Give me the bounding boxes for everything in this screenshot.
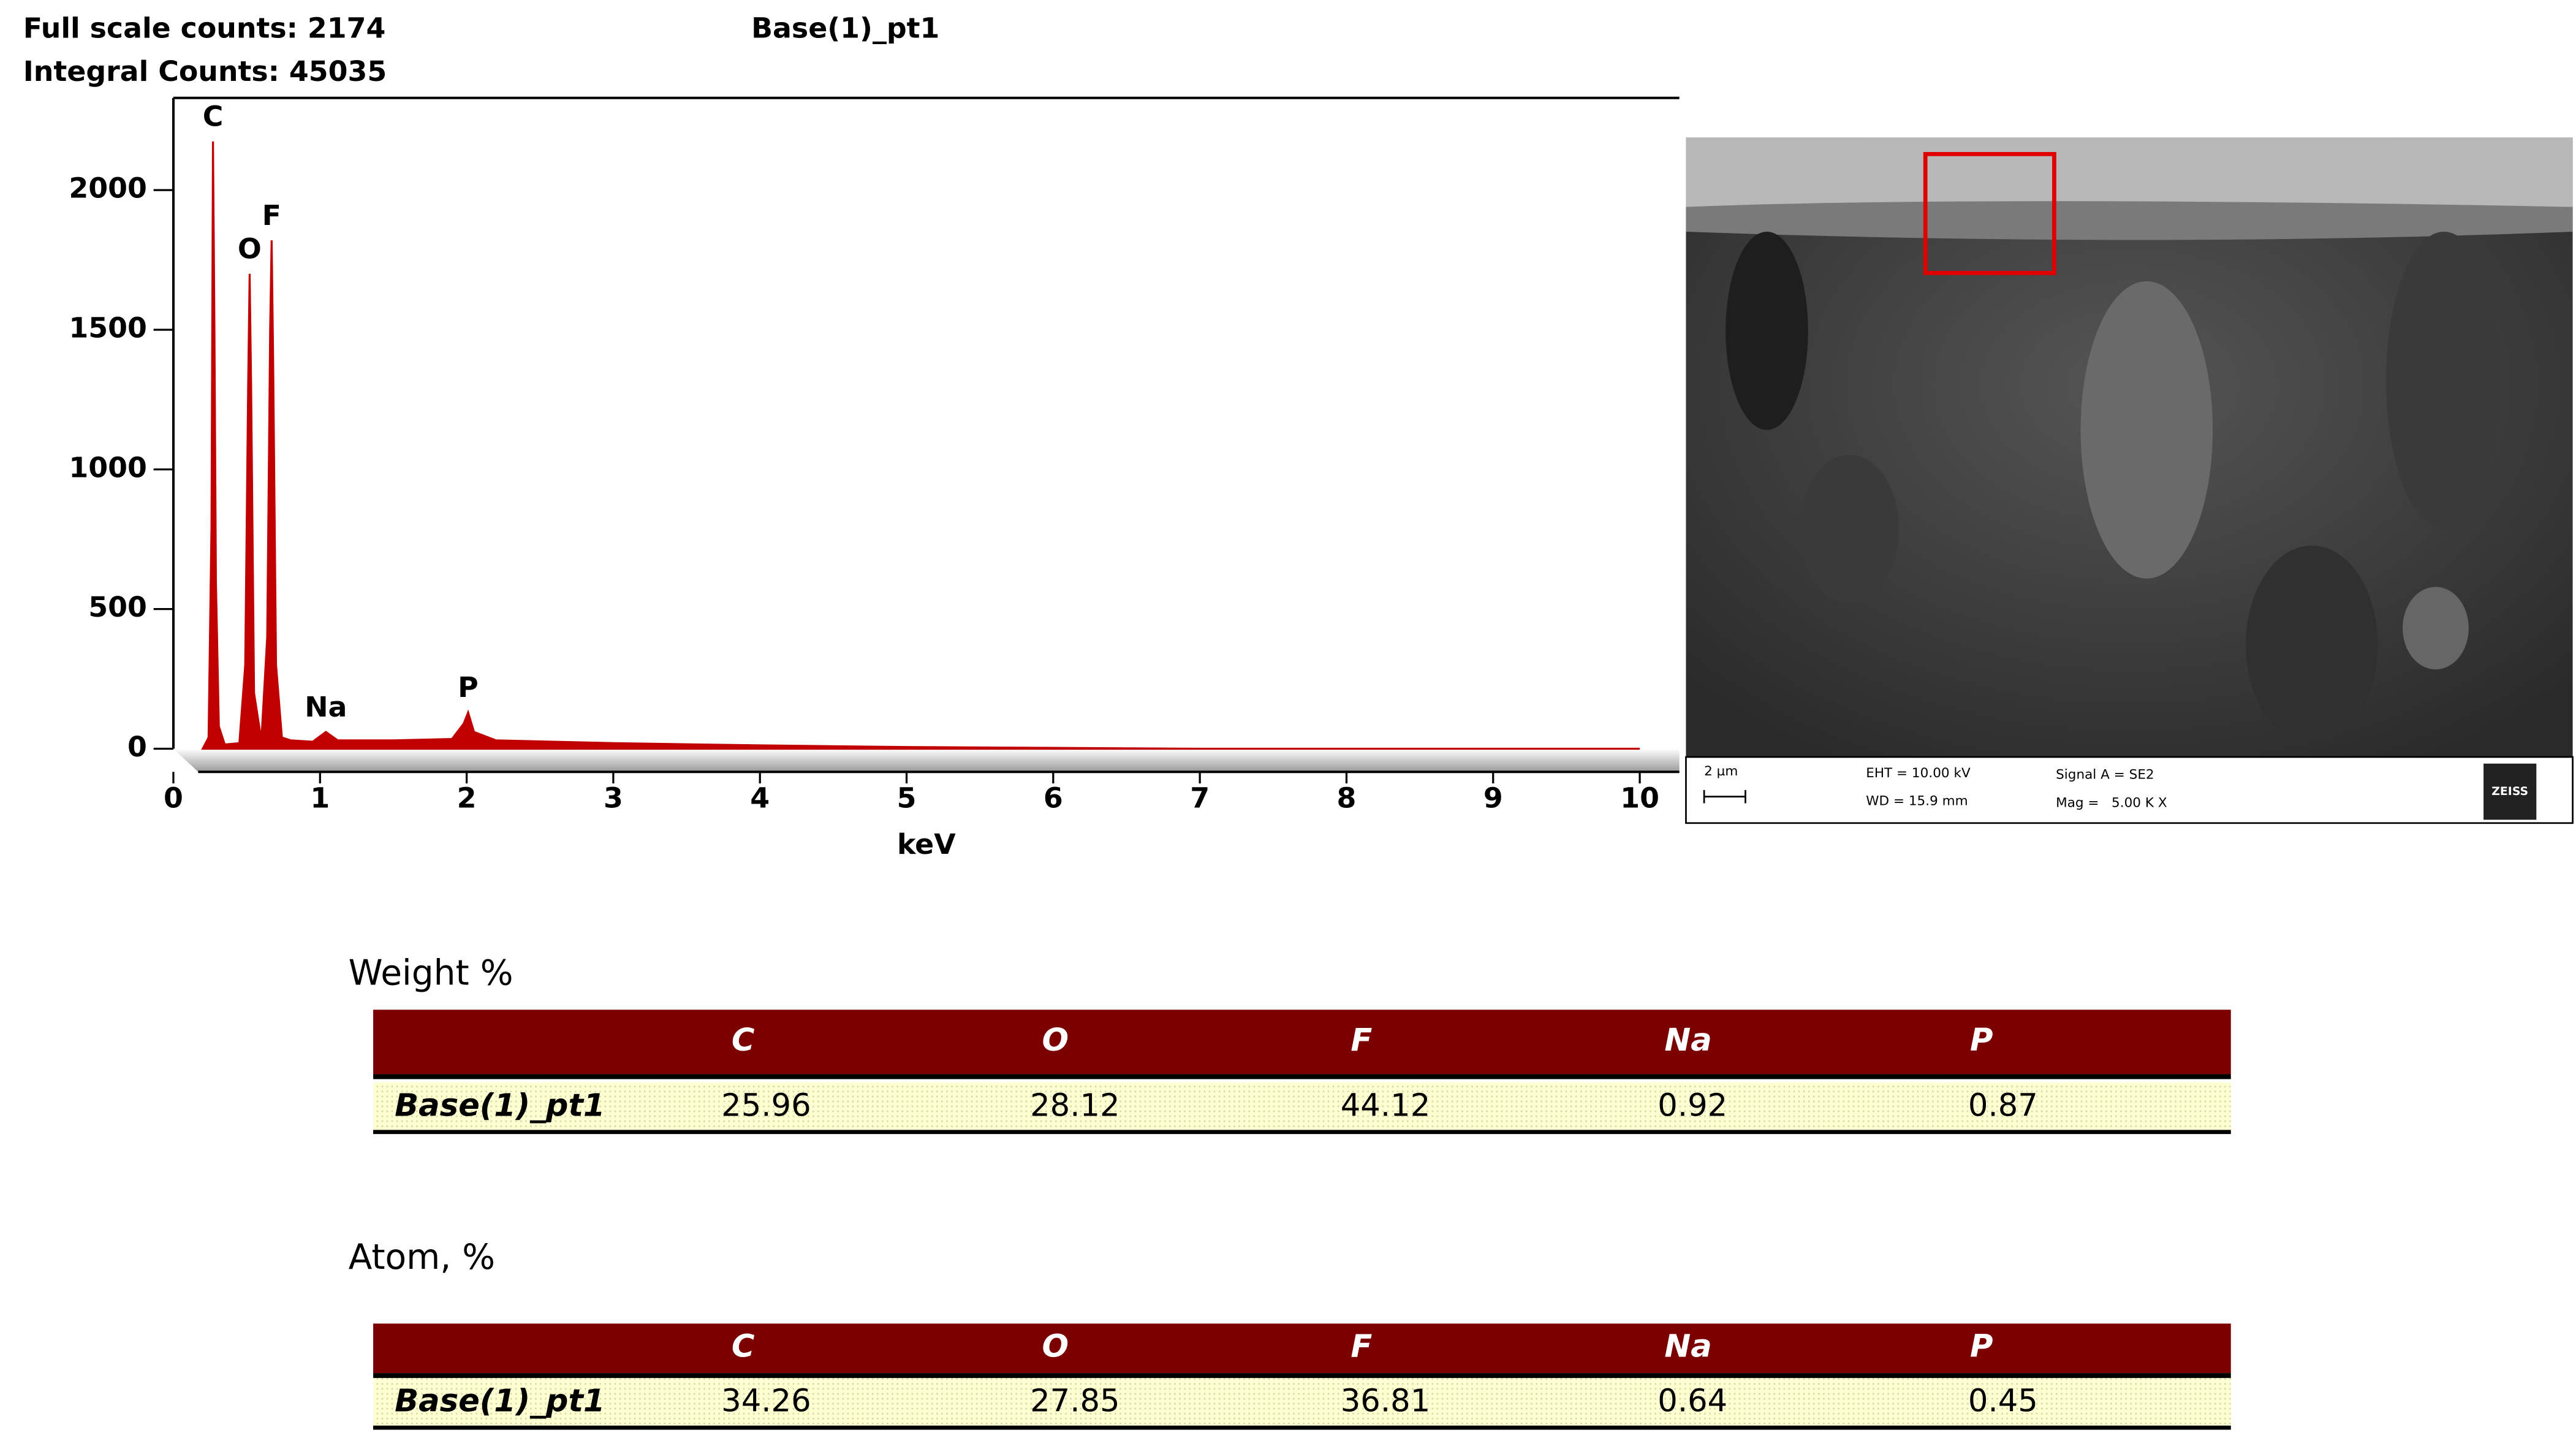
integral-counts: Integral Counts: 45035 — [23, 55, 387, 88]
y-tick-label: 2000 — [69, 172, 146, 205]
column-header: P — [1970, 1022, 1993, 1059]
axis-strip — [173, 748, 1680, 772]
column-header: Na — [1664, 1022, 1711, 1059]
y-tick-label: 1000 — [69, 451, 146, 484]
cell-value: 36.81 — [1341, 1383, 1431, 1420]
info-bar — [1685, 756, 2574, 824]
column-header: F — [1351, 1328, 1372, 1365]
sem-pore — [1800, 454, 1900, 604]
row-label: Base(1)_pt1 — [395, 1087, 605, 1124]
table-row — [373, 1378, 2231, 1426]
highlight-box — [1923, 151, 2056, 275]
x-tick-label: 3 — [604, 782, 623, 815]
peak-label: P — [458, 671, 479, 704]
sem-pore — [2246, 546, 2378, 744]
sem-pore — [1726, 232, 1808, 430]
x-tick-label: 8 — [1337, 782, 1357, 815]
y-tick-label: 1500 — [69, 311, 146, 344]
cell-value: 34.26 — [721, 1383, 811, 1420]
plot: 0 500 1000 1500 2000 0 1 2 3 4 5 6 7 8 9 10 C OF Na P — [69, 100, 1659, 815]
row-label: Base(1)_pt1 — [395, 1383, 605, 1420]
table-row — [373, 1082, 2231, 1131]
sem-blob — [2403, 587, 2469, 670]
column-header: Na — [1664, 1328, 1711, 1365]
x-tick-label: 1 — [310, 782, 330, 815]
eht: EHT = 10.00 kV — [1866, 766, 1971, 781]
column-header: F — [1351, 1022, 1372, 1059]
cell-value: 28.12 — [1030, 1087, 1120, 1124]
mag: Mag = 5.00 K X — [2056, 795, 2167, 810]
column-header: O — [1042, 1022, 1069, 1059]
y-tick-label: 0 — [127, 730, 147, 763]
full-scale: Full scale counts: 2174 — [23, 12, 386, 45]
x-tick-label: 0 — [164, 782, 183, 815]
cell-value: 44.12 — [1341, 1087, 1431, 1124]
sem-pore — [2386, 232, 2502, 530]
cell-value: 0.87 — [1968, 1087, 2038, 1124]
chart-title: Base(1)_pt1 — [751, 12, 939, 45]
x-tick-label: 5 — [897, 782, 917, 815]
peak-label: O — [238, 232, 262, 265]
peak-label: Na — [305, 690, 347, 723]
table-header — [373, 1323, 2231, 1374]
scale-bar — [1703, 789, 1746, 804]
column-header: P — [1970, 1328, 1993, 1365]
column-header: O — [1042, 1328, 1069, 1365]
spectrum — [201, 141, 1640, 750]
column-header: C — [732, 1022, 755, 1059]
cell-value: 0.45 — [1968, 1383, 2038, 1420]
x-axis-label: keV — [897, 827, 956, 861]
sem-skin — [1686, 201, 2573, 240]
logo: ZEISS — [2491, 785, 2528, 798]
scale-label: 2 µm — [1704, 764, 1738, 779]
table-title: Weight % — [349, 953, 513, 993]
sem-finger — [2080, 281, 2213, 579]
x-tick-label: 7 — [1190, 782, 1210, 815]
y-tick-label: 500 — [88, 590, 147, 623]
x-tick-label: 4 — [750, 782, 770, 815]
cell-value: 27.85 — [1030, 1383, 1120, 1420]
wd: WD = 15.9 mm — [1866, 794, 1968, 809]
x-tick-label: 10 — [1620, 782, 1659, 815]
cell-value: 25.96 — [721, 1087, 811, 1124]
logo-box — [2483, 763, 2537, 820]
peak-label: F — [262, 199, 281, 232]
peak-label: C — [203, 100, 224, 133]
cell-value: 0.64 — [1657, 1383, 1727, 1420]
column-header: C — [732, 1328, 755, 1365]
sem-top-layer — [1686, 137, 2573, 207]
sem-image: 2 µm EHT = 10.00 kV WD = 15.9 mm Signal … — [1685, 137, 2574, 824]
tables: Weight % C O F Na P Base(1)_pt1 25.96 28.12 44.12… — [349, 953, 2231, 1430]
table-title: Atom, % — [349, 1237, 495, 1277]
x-tick-label: 2 — [457, 782, 477, 815]
x-tick-label: 9 — [1483, 782, 1503, 815]
x-tick-label: 6 — [1044, 782, 1063, 815]
cell-value: 0.92 — [1657, 1087, 1727, 1124]
signal: Signal A = SE2 — [2056, 767, 2154, 783]
table-header — [373, 1010, 2231, 1075]
